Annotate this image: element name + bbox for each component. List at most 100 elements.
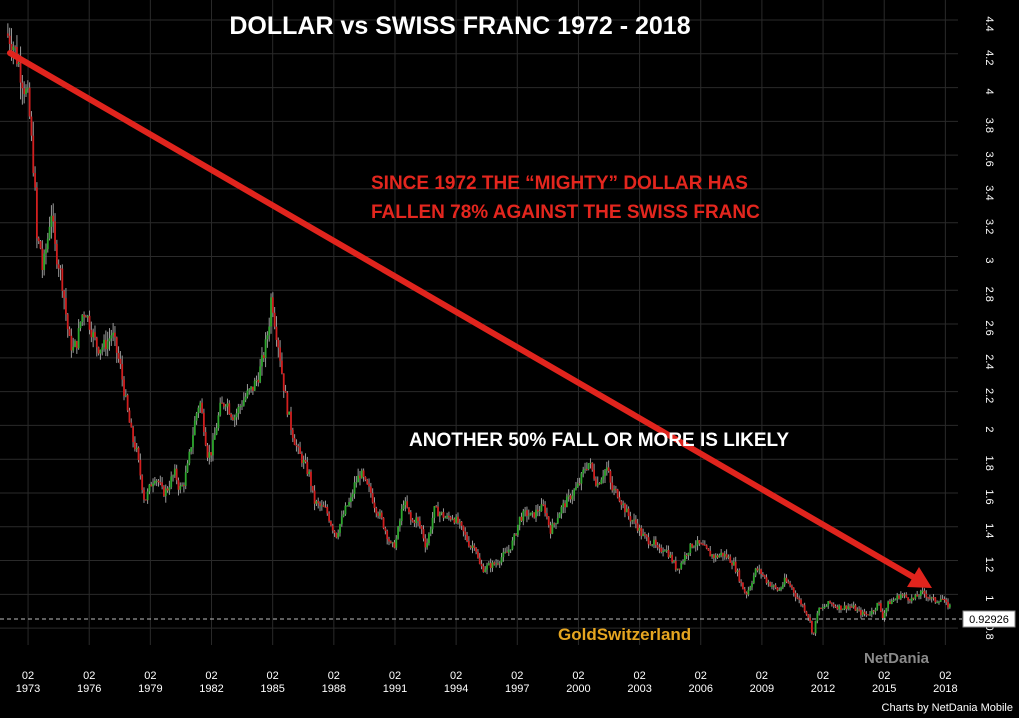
candle-body: [582, 469, 585, 474]
candle-body: [411, 519, 414, 522]
candle-body: [83, 314, 85, 317]
candle-body: [279, 347, 282, 361]
candle-body: [106, 341, 109, 350]
candle-body: [720, 552, 723, 556]
candle-body: [159, 482, 162, 484]
candle-body: [889, 601, 891, 604]
candle-body: [930, 597, 933, 599]
candle-body: [208, 452, 211, 458]
candle-body: [172, 475, 174, 477]
candle-body: [811, 621, 813, 633]
candle-body: [271, 297, 274, 313]
candle-body: [898, 595, 900, 599]
x-tick-year: 1997: [505, 683, 529, 695]
candle-body: [767, 582, 770, 584]
candle-body: [858, 609, 860, 611]
last-price-label: 0.92926: [969, 614, 1009, 626]
candle-body: [936, 602, 939, 604]
candle-body: [693, 546, 695, 548]
candle-body: [682, 561, 684, 563]
candle-body: [63, 290, 66, 298]
candle-body: [598, 483, 601, 485]
candle-body: [616, 489, 619, 498]
candle-body: [480, 563, 483, 567]
candle-body: [772, 585, 775, 587]
candle-body: [522, 511, 525, 521]
candle-body: [212, 439, 214, 456]
candle-body: [155, 480, 158, 482]
y-tick-label: 0.8: [983, 624, 995, 639]
candle-body: [907, 597, 910, 601]
candle-body: [591, 462, 594, 470]
candle-body: [115, 337, 118, 353]
candle-body: [406, 501, 409, 508]
candle-body: [569, 495, 572, 500]
candle-body: [863, 611, 866, 614]
candle-body: [551, 523, 554, 534]
candle-body: [221, 402, 223, 404]
candle-body: [901, 594, 904, 596]
candle-body: [426, 542, 429, 548]
candle-body: [705, 545, 708, 549]
candle-body: [865, 613, 868, 615]
candle-body: [587, 463, 590, 470]
candle-body: [139, 459, 142, 476]
candle-body: [558, 513, 561, 519]
candle-body: [709, 550, 712, 557]
candle-body: [752, 575, 755, 584]
candle-body: [213, 434, 216, 440]
candle-body: [23, 88, 26, 95]
candle-body: [491, 562, 494, 568]
x-tick-month: 02: [267, 670, 279, 682]
candle-body: [266, 335, 269, 340]
candle-body: [110, 335, 113, 339]
candle-body: [141, 475, 144, 490]
candle-body: [306, 461, 309, 475]
y-tick-label: 1.4: [983, 523, 995, 538]
candle-body: [836, 607, 839, 610]
candle-body: [21, 82, 24, 89]
candle-body: [869, 614, 871, 616]
x-tick-year: 1988: [322, 683, 346, 695]
candle-body: [84, 316, 87, 318]
candle-body: [580, 473, 583, 484]
candle-body: [876, 602, 879, 610]
x-tick-year: 2003: [627, 683, 651, 695]
candle-body: [555, 523, 557, 525]
candle-body: [589, 462, 592, 464]
candle-body: [662, 551, 664, 553]
candle-body: [6, 33, 9, 36]
candle-body: [75, 341, 78, 349]
candle-body: [513, 534, 516, 541]
x-tick-year: 1973: [16, 683, 40, 695]
candle-body: [812, 632, 815, 634]
candle-body: [927, 597, 929, 599]
candle-body: [478, 557, 481, 564]
candle-body: [335, 532, 338, 538]
candle-body: [418, 521, 421, 527]
candle-body: [636, 523, 639, 531]
candle-body: [484, 569, 487, 573]
candle-body: [656, 544, 659, 548]
candle-body: [72, 346, 75, 351]
candle-body: [233, 417, 236, 420]
candle-body: [493, 562, 496, 565]
candle-body: [293, 438, 296, 445]
candle-body: [783, 577, 786, 585]
candle-body: [295, 444, 298, 447]
candle-body: [477, 551, 479, 558]
candle-body: [507, 549, 510, 553]
candle-body: [45, 249, 47, 254]
candle-body: [14, 46, 17, 48]
candle-body: [206, 445, 209, 458]
candle-body: [838, 605, 841, 610]
candle-body: [397, 526, 399, 539]
candle-body: [362, 470, 365, 477]
candle-body: [667, 549, 670, 558]
candle-body: [531, 512, 534, 514]
candle-body: [135, 447, 138, 450]
candle-body: [928, 597, 931, 599]
candle-body: [455, 516, 458, 523]
candle-body: [553, 523, 556, 525]
candle-body: [711, 554, 713, 557]
